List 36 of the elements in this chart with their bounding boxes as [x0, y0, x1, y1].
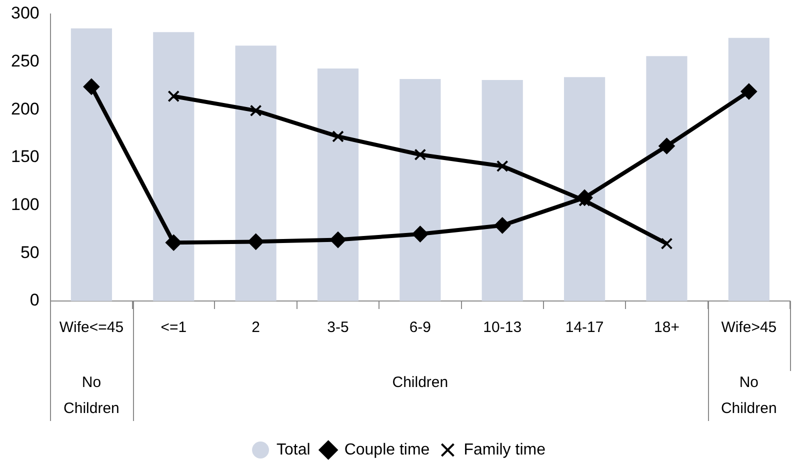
point [248, 234, 264, 250]
point [494, 217, 510, 234]
point [740, 83, 757, 100]
x-tick-label: 2 [252, 319, 260, 336]
y-tick-label: 150 [10, 147, 40, 166]
point [412, 226, 428, 242]
x-tick-label: 18+ [654, 319, 680, 336]
x-tick-label: 14-17 [565, 319, 604, 336]
x-tick-label: <=1 [160, 319, 187, 336]
legend-label: Total [276, 441, 310, 458]
y-tick-label: 250 [10, 52, 40, 71]
point [83, 78, 100, 95]
x-tick-label: Wife<=45 [59, 319, 124, 336]
x-tick-label: 10-13 [483, 319, 522, 336]
y-tick-label: 200 [10, 99, 40, 118]
y-tick-label: 100 [10, 195, 40, 214]
x-tick-label: Wife>45 [721, 319, 777, 336]
y-tick-label: 50 [20, 242, 40, 262]
point [658, 138, 675, 154]
point [166, 234, 182, 251]
point [332, 130, 344, 142]
text: No Children [720, 374, 777, 418]
text: Children [392, 374, 448, 392]
y-tick-label: 300 [10, 4, 40, 23]
y-tick-label: 0 [30, 290, 40, 310]
point [414, 148, 426, 161]
x-tick-label: 6-9 [409, 319, 432, 336]
point [660, 238, 673, 250]
legend-label: Family time [464, 441, 546, 458]
x-tick-label: 3-5 [327, 319, 349, 336]
text: No Children [64, 374, 120, 418]
point [330, 232, 346, 248]
point [250, 104, 262, 117]
point [168, 90, 180, 102]
legend-label: Couple time [344, 441, 430, 458]
point [496, 160, 508, 172]
